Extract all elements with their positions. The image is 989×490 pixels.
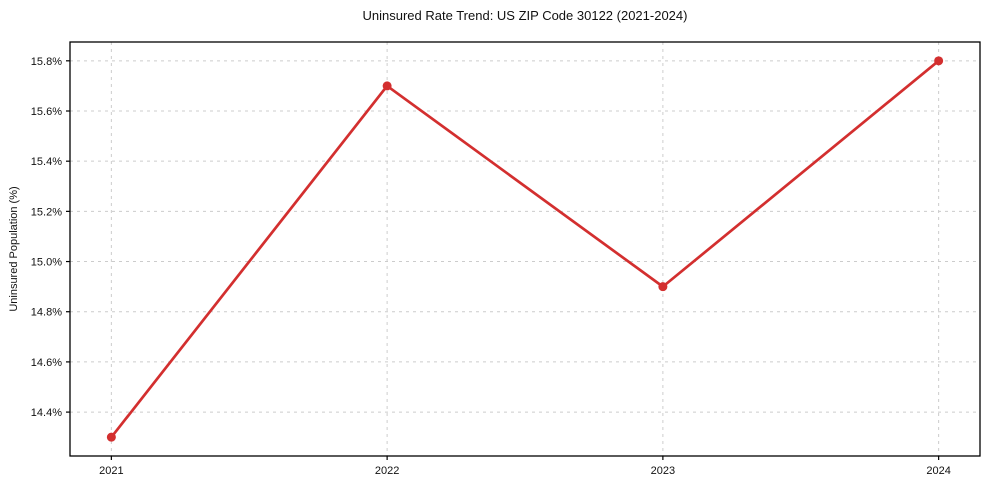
- y-tick-label: 14.4%: [31, 407, 62, 419]
- chart-title: Uninsured Rate Trend: US ZIP Code 30122 …: [362, 8, 688, 23]
- x-tick-label: 2022: [375, 465, 399, 477]
- y-tick-label: 15.2%: [31, 206, 62, 218]
- y-tick-label: 15.8%: [31, 56, 62, 68]
- x-tick-label: 2021: [99, 465, 123, 477]
- x-tick-label: 2024: [926, 465, 950, 477]
- data-point: [382, 81, 392, 91]
- y-tick-label: 15.0%: [31, 257, 62, 269]
- data-point: [658, 282, 668, 292]
- y-tick-label: 15.6%: [31, 106, 62, 118]
- y-tick-label: 14.8%: [31, 307, 62, 319]
- trend-line: [110, 59, 940, 439]
- data-point: [106, 432, 116, 442]
- data-point: [934, 56, 944, 66]
- y-tick-label: 14.6%: [31, 357, 62, 369]
- y-tick-label: 15.4%: [31, 156, 62, 168]
- x-tick-label: 2023: [651, 465, 675, 477]
- plot-border: [69, 41, 981, 457]
